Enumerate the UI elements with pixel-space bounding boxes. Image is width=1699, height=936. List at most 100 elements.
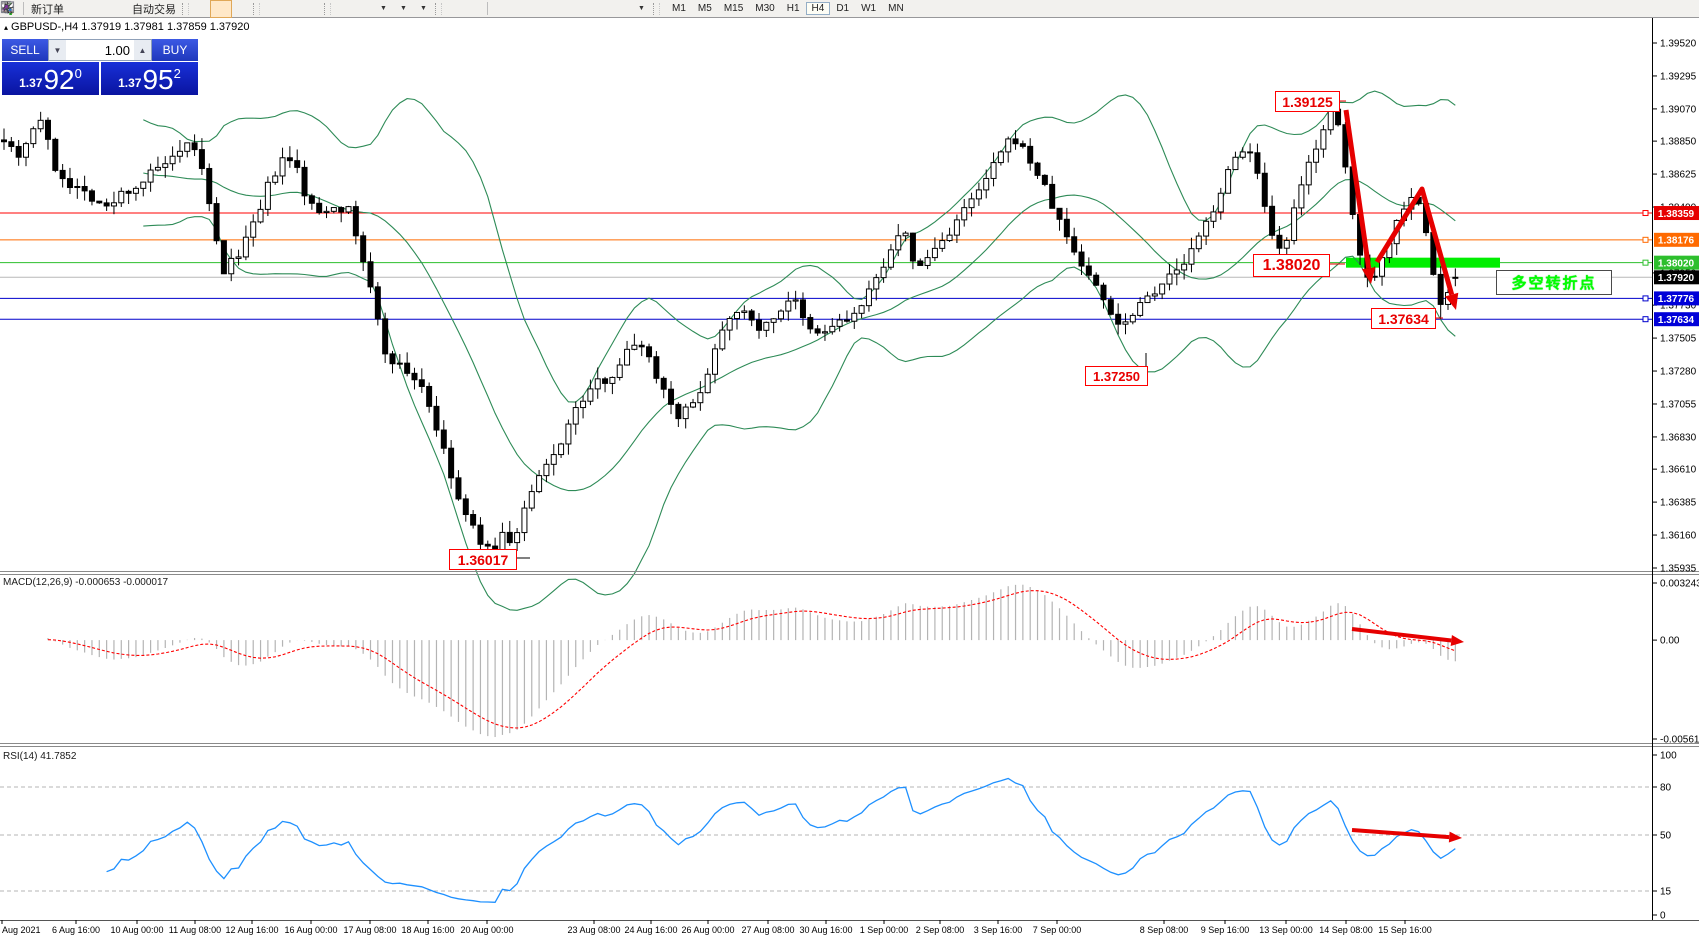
level-handle[interactable] (1642, 316, 1649, 323)
fibonacci-icon[interactable]: F (1, 1, 591, 17)
volume-decrease-button[interactable]: ▼ (49, 40, 66, 60)
trend-arrow-head (1361, 267, 1376, 284)
timeframe-M15[interactable]: M15 (723, 3, 744, 14)
equidistant-channel-icon[interactable]: E (1, 1, 571, 17)
bb-upper (143, 90, 1456, 403)
text-icon[interactable]: A (4, 1, 611, 17)
svg-text:12 Aug 16:00: 12 Aug 16:00 (225, 925, 278, 935)
svg-text:11 Aug 08:00: 11 Aug 08:00 (169, 925, 221, 935)
svg-text:50: 50 (1660, 831, 1672, 842)
bb-lower (143, 216, 1456, 611)
svg-text:1.37730: 1.37730 (1660, 301, 1697, 312)
axis-price-box-1.38359 (1654, 206, 1699, 221)
line-chart-type-icon[interactable] (1, 1, 251, 17)
timeframe-M30[interactable]: M30 (755, 3, 775, 14)
buy-price-display[interactable]: 1.37 95 2 (101, 62, 198, 95)
annotation-price-support[interactable]: 1.37250 (1085, 366, 1148, 386)
horizontal-line-icon[interactable] (1, 1, 531, 17)
svg-text:1.38625: 1.38625 (1660, 170, 1697, 181)
zoom-in-icon[interactable] (1, 1, 282, 17)
sell-price-pips: 92 (43, 64, 75, 95)
timeframe-MN[interactable]: MN (888, 3, 904, 14)
community-icon[interactable] (1, 1, 108, 17)
autoscroll-icon[interactable] (2, 1, 353, 17)
one-click-trading-panel: SELL ▼ ▲ BUY 1.37 92 0 1.37 95 2 (2, 39, 198, 95)
timeframe-D1[interactable]: D1 (836, 3, 850, 14)
template-icon[interactable]: ▼ (0, 1, 433, 17)
bar-chart-type-icon[interactable] (3, 1, 211, 17)
cursor-icon[interactable] (3, 1, 464, 17)
rsi-line (106, 777, 1456, 903)
period-dropdown[interactable]: ▼ (400, 5, 407, 12)
arrows-objects-icon[interactable]: ▼ (2, 1, 651, 17)
crosshair-icon[interactable] (1, 1, 484, 17)
svg-text:14 Sep 08:00: 14 Sep 08:00 (1319, 925, 1373, 935)
sell-price-handle: 1.37 (19, 76, 43, 90)
trend-arrow-main[interactable] (1374, 186, 1455, 296)
text-label-icon[interactable]: T (1, 1, 631, 17)
svg-text:1.39070: 1.39070 (1660, 104, 1697, 115)
arrows-dropdown[interactable]: ▼ (638, 5, 645, 12)
timeframe-H1[interactable]: H1 (786, 3, 800, 14)
svg-text:1.36385: 1.36385 (1660, 498, 1697, 509)
trend-arrow-main[interactable] (1343, 109, 1372, 269)
annotation-note-turning-point[interactable]: 多空转折点 (1496, 270, 1612, 295)
trend-arrow-head (1445, 292, 1459, 310)
volume-spinner: ▼ ▲ (48, 39, 152, 61)
svg-text:F: F (10, 10, 14, 15)
annotation-price-low[interactable]: 1.37634 (1371, 308, 1436, 329)
svg-text:15 Sep 16:00: 15 Sep 16:00 (1378, 925, 1432, 935)
new-order-button[interactable]: 新订单 (1, 0, 68, 17)
timeframe-W1[interactable]: W1 (861, 3, 877, 14)
level-handle[interactable] (1642, 236, 1649, 243)
tile-windows-icon[interactable] (1, 1, 322, 17)
highlight-zone[interactable] (1346, 257, 1500, 268)
svg-text:20 Aug 00:00: 20 Aug 00:00 (460, 925, 513, 935)
timeframe-M5[interactable]: M5 (697, 3, 712, 14)
svg-text:16 Aug 00:00: 16 Aug 00:00 (284, 925, 337, 935)
timeframe-M1[interactable]: M1 (672, 3, 686, 14)
annotation-price-high[interactable]: 1.39125 (1275, 91, 1340, 112)
chart-shift-icon[interactable] (2, 1, 373, 17)
level-handle[interactable] (1642, 210, 1649, 217)
trend-arrow-rsi[interactable] (1351, 828, 1450, 840)
svg-text:1 Sep 00:00: 1 Sep 00:00 (860, 925, 909, 935)
buy-price-handle: 1.37 (118, 76, 142, 90)
market-depth-icon[interactable] (1, 1, 88, 17)
axis-price-box-1.37634 (1654, 312, 1699, 327)
autotrade-button[interactable]: 自动交易 (2, 1, 180, 17)
annotation-price-level[interactable]: 1.38020 (1253, 254, 1330, 277)
buy-button[interactable]: BUY (152, 39, 198, 61)
svg-text:10 Aug 00:00: 10 Aug 00:00 (110, 925, 163, 935)
drawn-objects[interactable] (515, 100, 1464, 843)
svg-text:23 Aug 08:00: 23 Aug 08:00 (567, 925, 620, 935)
zoom-out-icon[interactable] (1, 1, 302, 17)
svg-text:E: E (9, 9, 13, 15)
svg-text:1.39295: 1.39295 (1660, 71, 1697, 82)
macd-signal-line (47, 590, 1456, 729)
annotation-price-bottom[interactable]: 1.36017 (449, 549, 517, 570)
candlestick-chart-type-icon[interactable] (3, 0, 232, 18)
new-chart-dropdown[interactable]: ▼ (380, 5, 387, 12)
svg-text:8 Sep 08:00: 8 Sep 08:00 (1140, 925, 1189, 935)
vertical-line-icon[interactable] (7, 1, 511, 17)
trend-arrow-macd[interactable] (1351, 627, 1452, 643)
sell-button[interactable]: SELL (2, 39, 48, 61)
new-chart-icon[interactable]: ▼ (0, 1, 393, 17)
template-dropdown[interactable]: ▼ (420, 5, 427, 12)
period-clock-icon[interactable]: ▼ (1, 1, 413, 17)
trendline-icon[interactable] (2, 1, 551, 17)
signals-icon[interactable] (2, 1, 128, 17)
sell-price-display[interactable]: 1.37 92 0 (2, 62, 99, 95)
timeframe-H4[interactable]: H4 (805, 2, 831, 15)
svg-text:26 Aug 00:00: 26 Aug 00:00 (681, 925, 734, 935)
volume-increase-button[interactable]: ▲ (134, 40, 151, 60)
volume-input[interactable] (66, 40, 134, 60)
macd-label: MACD(12,26,9) -0.000653 -0.000017 (3, 577, 169, 588)
timeframe-bar: M1 M5 M15 M30 H1 H4 D1 W1 MN (666, 2, 910, 15)
svg-text:1.35935: 1.35935 (1660, 563, 1697, 574)
level-handle[interactable] (1642, 295, 1649, 302)
level-handle[interactable] (1642, 259, 1649, 266)
